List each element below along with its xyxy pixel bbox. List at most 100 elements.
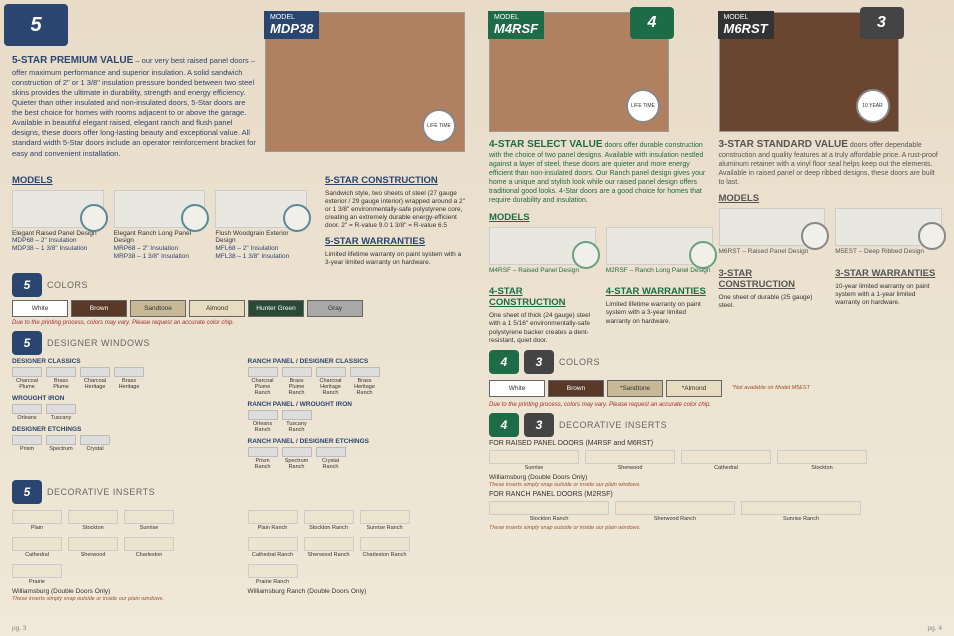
insert-item: Cathedral xyxy=(681,450,771,471)
insert-name: Stockton Ranch xyxy=(304,525,354,531)
insert-item: Plain Ranch xyxy=(248,510,298,531)
window-group-heading: WROUGHT IRON xyxy=(12,395,230,402)
models-heading: MODELS xyxy=(12,175,307,186)
insert-item: Prairie xyxy=(12,564,62,585)
detail-circle xyxy=(80,204,108,232)
insert-item: Plain xyxy=(12,510,62,531)
window-swatch xyxy=(80,367,110,377)
insert-name: Stockton xyxy=(777,465,867,471)
models-construction-row: MODELS Elegant Raised Panel Design MDP68… xyxy=(12,169,465,268)
window-name: Spectrum xyxy=(46,446,76,452)
window-item: Tuscany xyxy=(46,404,76,421)
model-badge-3: MODEL M6RST xyxy=(718,11,774,39)
hero-image-3: MODEL M6RST 3 10 YEAR xyxy=(719,12,899,132)
window-item: Charcoal Heritage Ranch xyxy=(316,367,346,396)
lifetime-seal: LIFE TIME xyxy=(626,89,660,123)
window-item: Charcoal Heritage xyxy=(80,367,110,390)
detail-circle xyxy=(283,204,311,232)
color-note: *Not available on Model M5EST xyxy=(732,385,810,391)
insert-name: Sunrise Ranch xyxy=(741,516,861,522)
window-item: Orleans Ranch xyxy=(248,410,278,433)
model-line: MRP68 – 2" Insulation xyxy=(114,245,206,253)
insert-swatch xyxy=(12,537,62,551)
window-swatch xyxy=(350,367,380,377)
window-swatch xyxy=(80,435,110,445)
window-item: Orleans xyxy=(12,404,42,421)
lifetime-seal: LIFE TIME xyxy=(422,109,456,143)
window-item: Crystal xyxy=(80,435,110,452)
di-note-r2: These inserts simply snap outside or ins… xyxy=(489,525,942,531)
dw-col-left: DESIGNER CLASSICSCharcoal PlumeBrass Plu… xyxy=(12,358,230,475)
insert-item: Sherwood Ranch xyxy=(615,501,735,522)
model-line: MRP38 – 1 3/8" Insulation xyxy=(114,253,206,261)
star-4-badge: 4 xyxy=(630,7,674,39)
colors-section-r: 4 3 COLORS xyxy=(489,350,942,374)
insert-name: Plain xyxy=(12,525,62,531)
model-title: M5EST – Deep Ribbed Design xyxy=(835,248,942,256)
text-4star: 4-STAR SELECT VALUE doors offer durable … xyxy=(489,138,713,206)
construction-text: Sandwich style, two sheets of steel (27 … xyxy=(325,190,465,231)
colors-section: 5 COLORS xyxy=(12,273,465,297)
model-label: MODEL xyxy=(724,14,768,21)
warr-3: 10-year limited warranty on paint system… xyxy=(835,283,942,307)
model-swatch xyxy=(489,227,596,265)
page-4: MODEL M4RSF 4 LIFE TIME 4-STAR SELECT VA… xyxy=(477,0,954,636)
insert-name: Plain Ranch xyxy=(248,525,298,531)
insert-swatch xyxy=(681,450,771,464)
construction-heading: 5-STAR CONSTRUCTION xyxy=(325,175,465,186)
hero-5star: 5 5-STAR PREMIUM VALUE – our very best r… xyxy=(12,12,465,159)
warr-4: Limited lifetime warranty on paint syste… xyxy=(606,301,713,325)
detail-circle xyxy=(918,222,946,250)
hero-image: MODEL MDP38 LIFE TIME xyxy=(265,12,465,152)
insert-name: Sherwood xyxy=(68,552,118,558)
models-row-4: M4RSF – Raised Panel Design M2RSF – Ranc… xyxy=(489,227,713,275)
model-label: MODEL xyxy=(270,14,313,21)
insert-swatch xyxy=(68,510,118,524)
title-4: 4-STAR SELECT VALUE xyxy=(489,139,603,150)
model-swatch xyxy=(835,208,942,246)
model-title: Flush Woodgrain Exterior Design xyxy=(215,230,307,246)
insert-item: Stockton Ranch xyxy=(489,501,609,522)
di-rn-row: Stockton Ranch Sherwood Ranch Sunrise Ranc… xyxy=(489,501,942,522)
insert-name: Stockton xyxy=(68,525,118,531)
model-swatch xyxy=(12,190,104,228)
models-row: Elegant Raised Panel Design MDP68 – 2" I… xyxy=(12,190,307,261)
di-heading: DECORATIVE INSERTS xyxy=(47,487,155,497)
insert-swatch xyxy=(615,501,735,515)
cw-3: 3-STAR CONSTRUCTION One sheet of durable… xyxy=(719,262,943,310)
model-swatch xyxy=(215,190,307,228)
di-row-left: PlainStocktonSunriseCathedralSherwoodCha… xyxy=(12,510,230,585)
hero-body: – our very best raised panel doors – off… xyxy=(12,56,256,158)
cw-4: 4-STAR CONSTRUCTION One sheet of thick (… xyxy=(489,280,713,345)
di-section-r: 4 3 DECORATIVE INSERTS xyxy=(489,413,942,437)
model-swatch xyxy=(719,208,826,246)
designer-windows-section: 5 DESIGNER WINDOWS xyxy=(12,331,465,355)
detail-circle xyxy=(181,204,209,232)
window-item: Prism xyxy=(12,435,42,452)
window-item: Brass Heritage xyxy=(114,367,144,390)
window-name: Orleans Ranch xyxy=(248,421,278,433)
window-swatch xyxy=(248,410,278,420)
di-rp-heading: FOR RAISED PANEL DOORS (M4RSF and M6RST) xyxy=(489,440,942,447)
insert-name: Cathedral Ranch xyxy=(248,552,298,558)
window-swatch xyxy=(12,367,42,377)
window-swatch xyxy=(12,435,42,445)
window-name: Orleans xyxy=(12,415,42,421)
star-3-badge-sm: 3 xyxy=(524,413,554,437)
di-row-right: Plain RanchStockton RanchSunrise RanchCa… xyxy=(248,510,466,585)
model-line: MFL68 – 2" Insulation xyxy=(215,245,307,253)
window-item: Spectrum xyxy=(46,435,76,452)
model-item: Flush Woodgrain Exterior Design MFL68 – … xyxy=(215,190,307,261)
insert-name: Sherwood Ranch xyxy=(615,516,735,522)
color-chip: Sandtone xyxy=(130,300,186,317)
model-swatch xyxy=(606,227,713,265)
di-wb-r: Williamsburg (Double Doors Only) xyxy=(489,474,942,482)
dw-col-right: RANCH PANEL / DESIGNER CLASSICSCharcoal … xyxy=(248,358,466,475)
window-swatch xyxy=(46,435,76,445)
detail-circle xyxy=(689,241,717,269)
insert-item: Cathedral Ranch xyxy=(248,537,298,558)
models-h-3: MODELS xyxy=(719,193,943,204)
model-title: M6RST – Raised Panel Design xyxy=(719,248,826,256)
color-disclaimer: Due to the printing process, colors may … xyxy=(12,320,465,326)
insert-name: Charleston Ranch xyxy=(360,552,410,558)
